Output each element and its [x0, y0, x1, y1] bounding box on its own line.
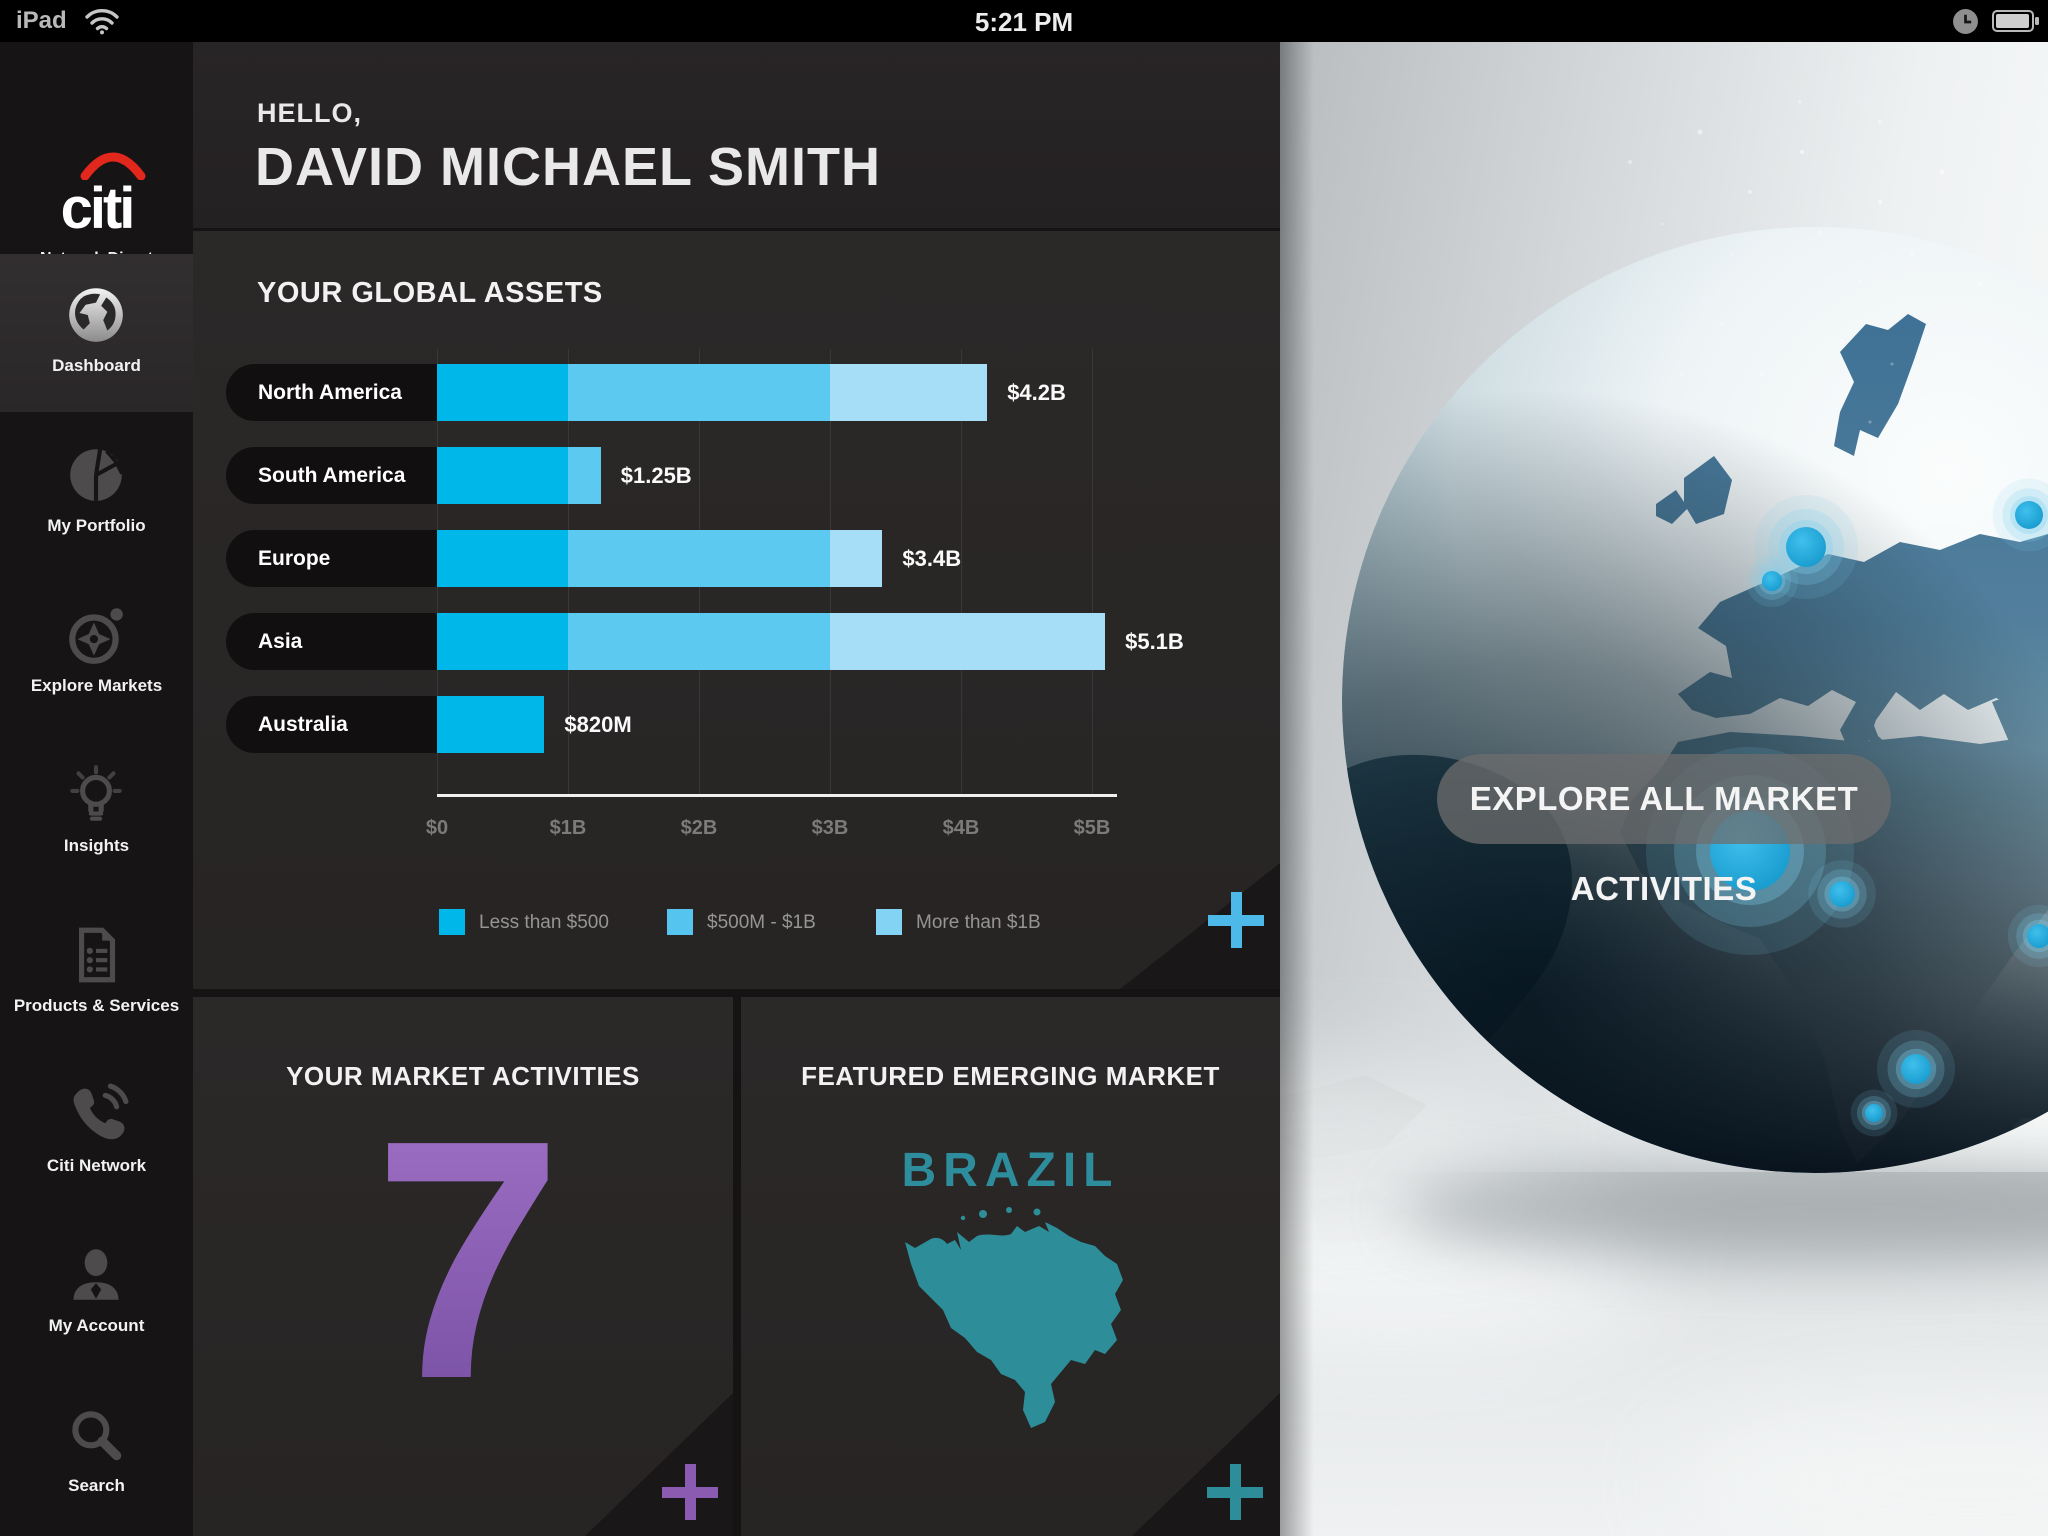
bar-segment — [830, 530, 883, 587]
person-icon — [63, 1242, 129, 1308]
bar-segment — [568, 613, 830, 670]
bar-segment — [830, 364, 988, 421]
legend-label: Less than $500 — [479, 912, 609, 933]
market-ping — [1901, 1054, 1931, 1084]
sidebar-item-citi-network[interactable]: Citi Network — [0, 1054, 193, 1212]
market-map — [899, 1202, 1131, 1443]
bar-value-label: $820M — [564, 712, 632, 737]
bar-value-label: $1.25B — [620, 463, 692, 488]
bar-segment — [437, 364, 568, 421]
market-name: BRAZIL — [901, 1144, 1120, 1197]
explore-all-market-activities-button[interactable]: EXPLORE ALL MARKET ACTIVITIES — [1437, 754, 1891, 907]
legend-label: $500M - $1B — [707, 912, 816, 933]
bulb-icon — [63, 762, 129, 828]
gridline — [961, 349, 962, 794]
add-assets-button[interactable] — [1208, 892, 1264, 948]
chart-title: YOUR GLOBAL ASSETS — [257, 277, 603, 309]
legend-label: More than $1B — [916, 912, 1041, 933]
sidebar-item-my-account[interactable]: My Account — [0, 1214, 193, 1372]
citi-logo: citi — [60, 176, 136, 241]
emerging-market-panel: FEATURED EMERGING MARKET BRAZIL — [741, 997, 1280, 1536]
activities-count-value: 7 — [373, 1115, 562, 1415]
sidebar-item-explore-markets[interactable]: Explore Markets — [0, 574, 193, 732]
sidebar-item-label: Insights — [63, 836, 130, 855]
market-ping — [1865, 1104, 1883, 1122]
sidebar-item-products-services[interactable]: Products & Services — [0, 894, 193, 1052]
phone-icon — [63, 1082, 129, 1148]
sidebar-item-label: Search — [68, 1476, 125, 1495]
wifi-icon — [84, 8, 120, 40]
status-bar: iPad 5:21 PM — [0, 0, 2048, 42]
axis-tick-label: $1B — [549, 817, 587, 839]
gridline — [1092, 349, 1093, 794]
search-icon — [63, 1402, 129, 1468]
greeting-label: HELLO, — [257, 98, 362, 128]
bar-segment — [568, 447, 601, 504]
axis-tick-label: $3B — [811, 817, 849, 839]
sidebar-item-search[interactable]: Search — [0, 1374, 193, 1532]
sparkle-dots — [1628, 100, 1982, 466]
bar-segment — [437, 447, 568, 504]
chart-row-label: Asia — [226, 613, 437, 670]
sidebar-item-label: Explore Markets — [30, 676, 163, 695]
bar-value-label: $5.1B — [1125, 629, 1184, 654]
market-activities-title: YOUR MARKET ACTIVITIES — [286, 1061, 640, 1091]
sidebar-item-insights[interactable]: Insights — [0, 734, 193, 892]
bar-segment — [437, 696, 545, 753]
activities-count: 7 — [278, 1070, 658, 1450]
battery-icon — [1992, 10, 2040, 37]
axis-tick-label: $0 — [425, 817, 449, 839]
add-market-button[interactable] — [1207, 1464, 1263, 1520]
bar-segment — [568, 530, 830, 587]
compass-icon — [63, 602, 129, 668]
alarm-clock-icon — [1952, 8, 1979, 40]
user-name: DAVID MICHAEL SMITH — [255, 137, 881, 197]
market-ping — [1829, 881, 1855, 907]
clock-time: 5:21 PM — [974, 7, 1074, 37]
pie-icon — [63, 442, 129, 508]
legend-swatch — [876, 909, 902, 935]
header: HELLO, DAVID MICHAEL SMITH — [193, 42, 1280, 228]
citi-logo-arc — [80, 146, 146, 185]
chart-row-label: Australia — [226, 696, 437, 753]
global-assets-panel: YOUR GLOBAL ASSETS North America $4.2B Sou… — [193, 231, 1280, 989]
globe-icon — [63, 282, 129, 348]
sidebar-item-label: Citi Network — [46, 1156, 147, 1175]
bar-segment — [568, 364, 830, 421]
add-activity-button[interactable] — [662, 1464, 718, 1520]
sidebar-item-my-portfolio[interactable]: My Portfolio — [0, 414, 193, 572]
market-activities-panel: YOUR MARKET ACTIVITIES 7 — [193, 997, 733, 1536]
legend-swatch — [439, 909, 465, 935]
bar-segment — [437, 530, 568, 587]
market-ping — [1786, 527, 1826, 567]
bar-segment — [830, 613, 1106, 670]
bar-value-label: $3.4B — [902, 546, 962, 571]
document-icon — [63, 922, 129, 988]
bar-value-label: $4.2B — [1007, 380, 1066, 405]
chart-row-label: South America — [226, 447, 437, 504]
sidebar-item-label: Products & Services — [13, 996, 180, 1015]
chart-row-label: Europe — [226, 530, 437, 587]
sidebar: citi Network Direct Dashboard My Portfol… — [0, 42, 193, 1536]
x-axis-baseline — [437, 794, 1117, 797]
bar-segment — [437, 613, 568, 670]
chart-row-label: North America — [226, 364, 437, 421]
market-ping — [2027, 924, 2048, 948]
sidebar-item-dashboard[interactable]: Dashboard — [0, 254, 193, 412]
emerging-market-title: FEATURED EMERGING MARKET — [801, 1061, 1220, 1091]
globe-visual: EXPLORE ALL MARKET ACTIVITIES — [1120, 42, 2048, 1536]
axis-tick-label: $5B — [1073, 817, 1111, 839]
market-ping — [1762, 571, 1782, 591]
sidebar-item-label: My Portfolio — [47, 516, 146, 535]
device-label: iPad — [16, 7, 67, 34]
sidebar-item-label: My Account — [48, 1316, 145, 1335]
axis-tick-label: $4B — [942, 817, 980, 839]
sidebar-item-label: Dashboard — [52, 356, 141, 375]
legend-swatch — [667, 909, 693, 935]
market-ping — [2015, 501, 2043, 529]
axis-tick-label: $2B — [680, 817, 718, 839]
